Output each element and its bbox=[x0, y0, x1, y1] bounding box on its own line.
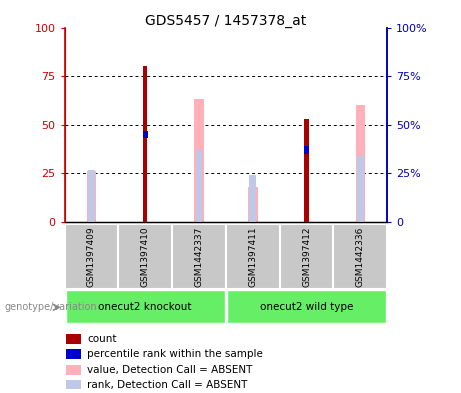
Bar bbox=[226, 224, 280, 289]
Bar bbox=[66, 380, 81, 390]
Text: genotype/variation: genotype/variation bbox=[5, 302, 97, 312]
Text: GSM1397412: GSM1397412 bbox=[302, 226, 311, 286]
Text: GSM1442337: GSM1442337 bbox=[195, 226, 203, 286]
Text: onecut2 wild type: onecut2 wild type bbox=[260, 301, 353, 312]
Bar bbox=[66, 334, 81, 344]
Text: GSM1397410: GSM1397410 bbox=[141, 226, 150, 287]
Bar bbox=[280, 224, 333, 289]
Bar bbox=[248, 187, 258, 222]
Text: onecut2 knockout: onecut2 knockout bbox=[99, 301, 192, 312]
Bar bbox=[143, 66, 148, 222]
Bar bbox=[118, 224, 172, 289]
Bar bbox=[87, 171, 96, 222]
Bar bbox=[172, 224, 226, 289]
Text: rank, Detection Call = ABSENT: rank, Detection Call = ABSENT bbox=[87, 380, 248, 390]
Text: value, Detection Call = ABSENT: value, Detection Call = ABSENT bbox=[87, 365, 252, 375]
Bar bbox=[66, 365, 81, 375]
Text: GSM1397411: GSM1397411 bbox=[248, 226, 257, 287]
Bar bbox=[194, 99, 204, 222]
Bar bbox=[227, 290, 386, 323]
Bar bbox=[143, 130, 148, 138]
Bar bbox=[304, 146, 309, 154]
Bar bbox=[65, 290, 225, 323]
Bar bbox=[333, 224, 387, 289]
Bar bbox=[355, 105, 365, 222]
Bar bbox=[304, 119, 309, 222]
Text: GSM1397409: GSM1397409 bbox=[87, 226, 96, 287]
Bar bbox=[357, 156, 364, 222]
Bar bbox=[249, 175, 256, 222]
Bar bbox=[65, 224, 118, 289]
Bar bbox=[195, 150, 202, 222]
Bar bbox=[66, 349, 81, 360]
Text: GDS5457 / 1457378_at: GDS5457 / 1457378_at bbox=[145, 14, 307, 28]
Bar bbox=[88, 169, 95, 222]
Text: GSM1442336: GSM1442336 bbox=[356, 226, 365, 286]
Text: count: count bbox=[87, 334, 117, 344]
Text: percentile rank within the sample: percentile rank within the sample bbox=[87, 349, 263, 359]
